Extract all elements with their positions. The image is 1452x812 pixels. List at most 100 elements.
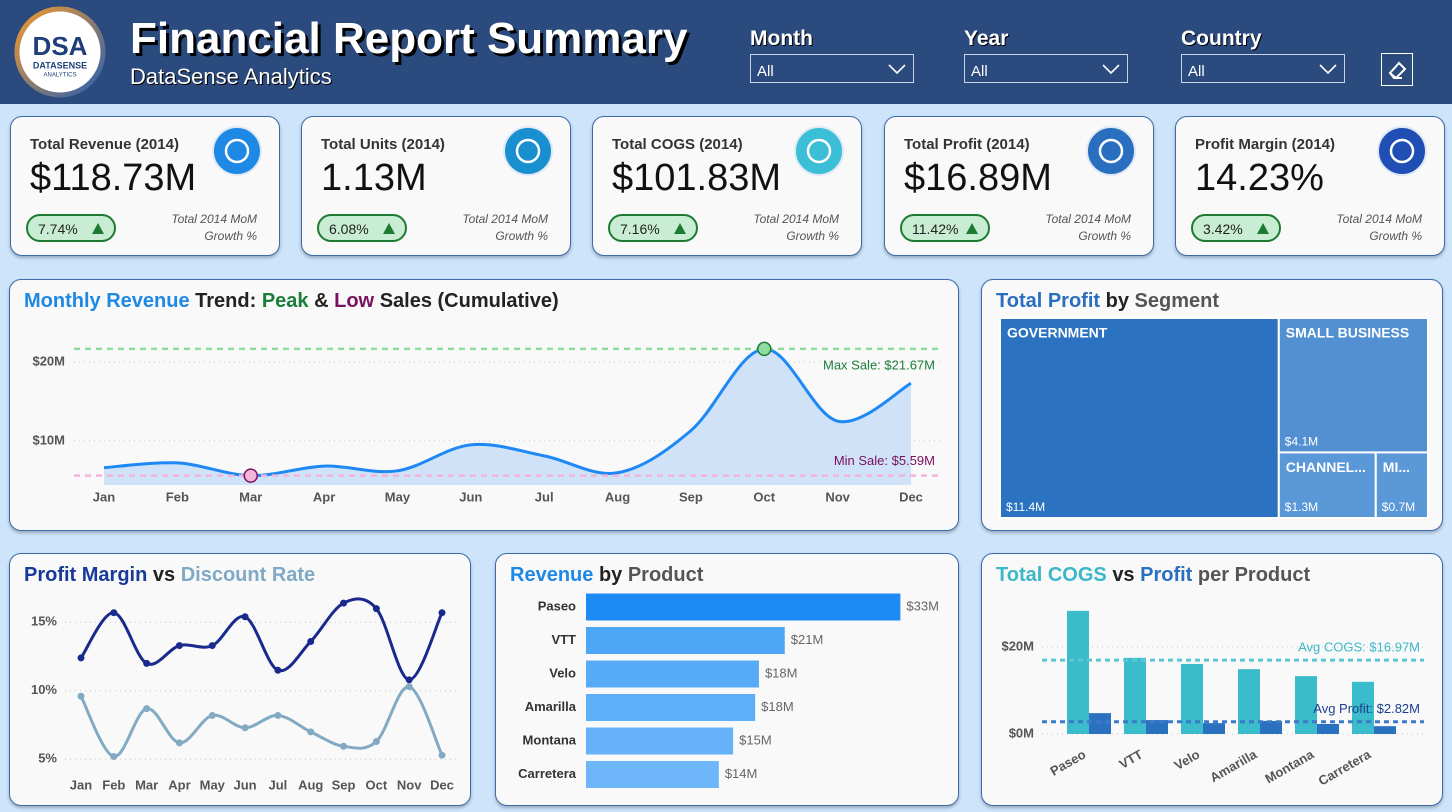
point [241,613,249,621]
x-tick-label: Dec [899,489,923,504]
filter-dropdown[interactable]: All [1181,54,1345,83]
growth-badge: 6.08% [317,214,407,242]
icon-bg [1086,126,1136,176]
chart-card: 5% 10% 15% Jan Feb Mar Apr May Jun Jul Aug Sep Oct No… [9,553,471,806]
bar [1124,657,1146,734]
chart-card: GOVERNMENT $11.4M SMALL BUSINESS $4.1M CHANN… [981,279,1443,531]
x-tick-label: Mar [239,489,262,504]
kpi-title: Total Units (2014) [321,136,445,153]
chart: 5% 10% 15% Jan Feb Mar Apr May Jun Jul Aug Sep Oct No… [31,597,460,792]
x-tick-label: Jun [234,777,257,792]
point [307,637,315,645]
kpi-icon [1086,126,1136,176]
x-tick-label: Montana [1262,746,1316,786]
eraser-icon [1388,61,1407,80]
bar [1295,676,1317,734]
icon-bg [212,126,262,176]
x-tick-label: Jan [93,489,115,504]
chart-title: Monthly Revenue Trend: Peak & Low Sales … [24,290,559,313]
title-part: & [314,290,329,312]
filter-dropdown[interactable]: All [750,54,914,83]
chart: GOVERNMENT $11.4M SMALL BUSINESS $4.1M CHANN… [999,317,1429,519]
title-part: Product [627,564,704,586]
up-arrow [966,223,978,234]
point [77,692,85,700]
category-label: Velo [549,665,576,680]
kpi-value: 1.13M [321,157,427,199]
filter-label: Country [1181,27,1262,50]
x-tick-label: Aug [298,777,323,792]
title-part: vs [152,564,176,586]
kpi-icon [1377,126,1427,176]
logo-ring [14,6,106,98]
growth-value: 6.08% [329,221,369,237]
bar [1089,713,1111,734]
up-arrow [92,223,104,234]
title-part: Sales (Cumulative) [379,290,559,312]
point [110,753,118,761]
kpi-title: Total COGS (2014) [612,136,743,153]
reference-label: Avg COGS: $16.97M [1298,640,1420,655]
bar [1181,663,1203,734]
x-tick-label: Oct [753,489,775,504]
icon-glyph [806,138,832,164]
tile-label: CHANNEL... [1286,459,1366,475]
x-tick-label: Sep [679,489,703,504]
line [79,685,444,759]
up-arrow-shape [966,223,978,234]
bar [1374,726,1396,734]
growth-badge: 7.74% [26,214,116,242]
y-tick-label: 10% [31,682,57,697]
category-label: Montana [523,732,577,747]
x-tick-label: Velo [1172,747,1203,773]
up-arrow [674,223,686,234]
chart: $10M $20M Jan Feb Mar Apr May Jun Jul Aug Sep Oct No… [32,341,940,504]
kpi-title: Profit Margin (2014) [1195,136,1336,153]
y-tick-label: $0M [1009,725,1034,740]
x-tick-label: Apr [313,489,335,504]
x-tick-label: Feb [102,777,125,792]
tile-value: $0.7M [1382,500,1415,514]
bar [586,660,759,688]
value-label: $14M [725,766,758,781]
y-tick-label: $20M [1001,638,1034,653]
logo-line: DATASENSE [33,60,87,70]
kpi-note: Total 2014 MoM Growth % [171,212,257,243]
kpi-value: $118.73M [30,157,197,199]
up-arrow [383,223,395,234]
chevron-line [888,64,906,75]
chart-card: $0M $20M Paseo VTT Velo Amarilla Montana Carret… [981,553,1443,806]
title-part: Peak [261,290,309,312]
category-label: Paseo [538,598,576,613]
y-tick-label: 15% [31,614,57,629]
treemap-tile [1277,317,1429,454]
filter-value: All [1188,63,1205,80]
up-arrow-shape [383,223,395,234]
icon-glyph [224,138,250,164]
point [274,666,282,674]
bar [1067,610,1089,734]
chart-title: Total COGS vs Profit per Product [996,564,1310,587]
kpi-value: 14.23% [1195,157,1324,199]
tile-value: $1.3M [1285,500,1318,514]
icon-glyph [515,138,541,164]
chart: Paseo $33M VTT $21M Velo $18M Amarilla $18M Mont… [518,593,939,788]
bar [1238,669,1260,734]
tile-label: GOVERNMENT [1007,325,1108,341]
icon-bg [1377,126,1427,176]
x-tick-label: Mar [135,777,158,792]
chart-card: Paseo $33M VTT $21M Velo $18M Amarilla $18M Mont… [495,553,959,806]
point [143,705,151,713]
bar [586,761,719,788]
title-part: per Product [1197,564,1311,586]
x-tick-label: Nov [825,489,850,504]
extreme-marker [243,468,258,483]
chevron [1102,64,1120,75]
filter-dropdown[interactable]: All [964,54,1128,83]
title-part: vs [1112,564,1135,586]
growth-value: 11.42% [912,221,959,237]
clear-filters-button[interactable] [1381,53,1413,86]
bar [586,593,901,621]
value-label: $21M [791,632,824,647]
